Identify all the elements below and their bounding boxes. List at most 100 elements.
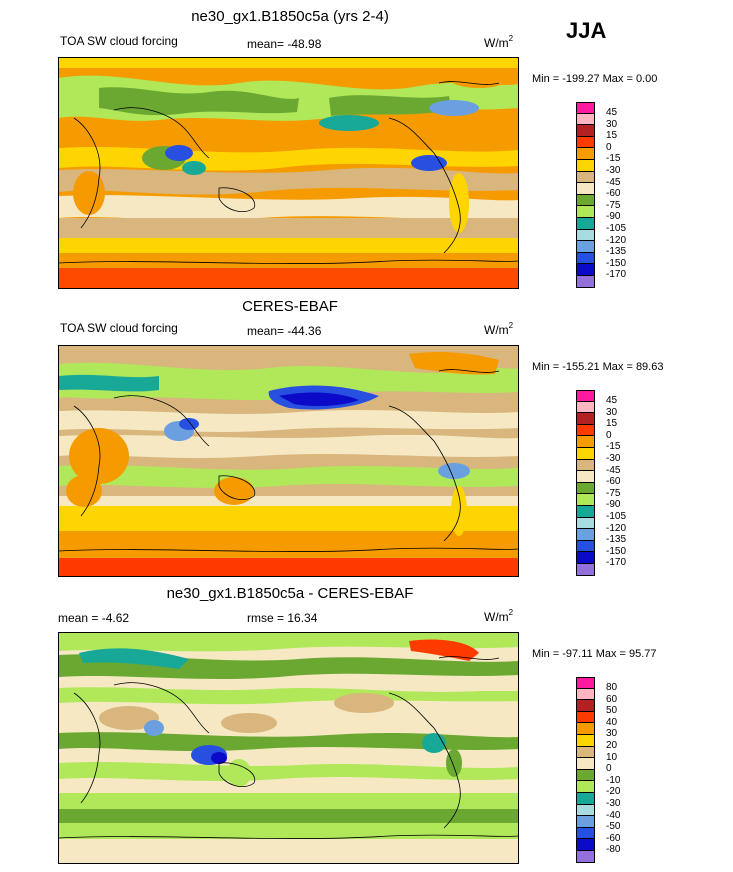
colorbar-label: 0 bbox=[606, 430, 612, 441]
panel2-map bbox=[58, 345, 519, 577]
colorbar-swatch bbox=[576, 206, 595, 218]
colorbar-label: -120 bbox=[606, 235, 627, 246]
panel2-units: W/m2 bbox=[484, 321, 514, 337]
colorbar-label: -80 bbox=[606, 844, 621, 855]
panel3-minmax: Min = -97.11 Max = 95.77 bbox=[532, 648, 657, 660]
colorbar-label: -10 bbox=[606, 775, 621, 786]
colorbar-label: -105 bbox=[606, 223, 627, 234]
colorbar-label: -60 bbox=[606, 188, 621, 199]
colorbar-swatch bbox=[576, 711, 595, 724]
colorbar-label: -150 bbox=[606, 546, 627, 557]
colorbar-swatch bbox=[576, 148, 595, 160]
colorbar-label: -105 bbox=[606, 511, 627, 522]
colorbar-swatch bbox=[576, 781, 595, 793]
colorbar-swatch bbox=[576, 529, 595, 541]
colorbar-swatch bbox=[576, 264, 595, 276]
colorbar-swatch bbox=[576, 252, 595, 265]
panel3-map bbox=[58, 632, 519, 864]
colorbar-label: 80 bbox=[606, 682, 618, 693]
colorbar-swatch bbox=[576, 723, 595, 735]
colorbar-label: 20 bbox=[606, 740, 618, 751]
colorbar-swatch bbox=[576, 482, 595, 495]
colorbar-swatch bbox=[576, 700, 595, 712]
colorbar-label: 15 bbox=[606, 130, 618, 141]
colorbar-label: 40 bbox=[606, 717, 618, 728]
colorbar-swatch bbox=[576, 758, 595, 770]
colorbar-swatch bbox=[576, 850, 595, 863]
colorbar-label: -120 bbox=[606, 523, 627, 534]
colorbar-label: 30 bbox=[606, 119, 618, 130]
panel2-title: CERES-EBAF bbox=[242, 298, 338, 315]
panel2-minmax: Min = -155.21 Max = 89.63 bbox=[532, 361, 664, 373]
panel1-mean-label: mean= -48.98 bbox=[247, 37, 322, 51]
colorbar-swatch bbox=[576, 804, 595, 817]
panel3-mean-label: mean = -4.62 bbox=[58, 611, 130, 625]
colorbar-label: 0 bbox=[606, 142, 612, 153]
colorbar-swatch bbox=[576, 792, 595, 805]
colorbar-swatch bbox=[576, 471, 595, 483]
colorbar-label: -170 bbox=[606, 557, 627, 568]
colorbar-swatch bbox=[576, 401, 595, 414]
colorbar-label: -90 bbox=[606, 499, 621, 510]
colorbar-swatch bbox=[576, 505, 595, 518]
panel3-colorbar: 80 60 50 40 30 20 10 0 -10 -20 -30 -40 -… bbox=[576, 677, 620, 863]
colorbar-swatch bbox=[576, 517, 595, 530]
panel2-variable-label: TOA SW cloud forcing bbox=[60, 321, 178, 335]
colorbar-label: -60 bbox=[606, 476, 621, 487]
colorbar-label: 0 bbox=[606, 763, 612, 774]
colorbar-swatch bbox=[576, 563, 595, 576]
panel2-map-svg bbox=[59, 346, 518, 576]
colorbar-swatch bbox=[576, 494, 595, 506]
colorbar-label: -150 bbox=[606, 258, 627, 269]
panel1-map-svg bbox=[59, 58, 518, 288]
colorbar-label: -50 bbox=[606, 821, 621, 832]
colorbar-swatch bbox=[576, 839, 595, 851]
colorbar-label: 50 bbox=[606, 705, 618, 716]
colorbar-swatch bbox=[576, 136, 595, 149]
colorbar-label: 45 bbox=[606, 395, 618, 406]
colorbar-label: -30 bbox=[606, 165, 621, 176]
colorbar-label: -40 bbox=[606, 810, 621, 821]
panel1-colorbar: 45 30 15 0 -15 -30 -45 -60 -75 -90 -105 … bbox=[576, 102, 626, 288]
colorbar-swatch bbox=[576, 424, 595, 437]
colorbar-swatch bbox=[576, 194, 595, 207]
colorbar-swatch bbox=[576, 102, 595, 114]
colorbar-label: -75 bbox=[606, 488, 621, 499]
panel1-title: ne30_gx1.B1850c5a (yrs 2-4) bbox=[191, 8, 389, 25]
colorbar-swatch bbox=[576, 171, 595, 184]
colorbar-swatch bbox=[576, 677, 595, 689]
colorbar-swatch bbox=[576, 816, 595, 828]
panel1-variable-label: TOA SW cloud forcing bbox=[60, 34, 178, 48]
panel1-map bbox=[58, 57, 519, 289]
colorbar-swatch bbox=[576, 413, 595, 425]
colorbar-swatch bbox=[576, 734, 595, 747]
panel3-map-svg bbox=[59, 633, 518, 863]
colorbar-label: 60 bbox=[606, 694, 618, 705]
colorbar-swatch bbox=[576, 125, 595, 137]
colorbar-label: -75 bbox=[606, 200, 621, 211]
panel1-units: W/m2 bbox=[484, 34, 514, 50]
colorbar-label: -15 bbox=[606, 153, 621, 164]
panel3-units: W/m2 bbox=[484, 608, 514, 624]
colorbar-swatch bbox=[576, 390, 595, 402]
colorbar-swatch bbox=[576, 827, 595, 840]
colorbar-swatch bbox=[576, 113, 595, 126]
colorbar-swatch bbox=[576, 183, 595, 195]
panel1-minmax: Min = -199.27 Max = 0.00 bbox=[532, 73, 658, 85]
colorbar-label: 30 bbox=[606, 407, 618, 418]
colorbar-label: -15 bbox=[606, 441, 621, 452]
colorbar-swatch bbox=[576, 769, 595, 782]
season-label: JJA bbox=[566, 18, 607, 43]
colorbar-swatch bbox=[576, 746, 595, 759]
colorbar-label: -20 bbox=[606, 786, 621, 797]
colorbar-swatch bbox=[576, 217, 595, 230]
colorbar-label: -45 bbox=[606, 465, 621, 476]
colorbar-swatch bbox=[576, 540, 595, 553]
colorbar-label: -135 bbox=[606, 246, 627, 257]
colorbar-swatch bbox=[576, 688, 595, 701]
panel2-colorbar: 45 30 15 0 -15 -30 -45 -60 -75 -90 -105 … bbox=[576, 390, 626, 576]
colorbar-swatch bbox=[576, 447, 595, 460]
panel3-rmse-label: rmse = 16.34 bbox=[247, 611, 318, 625]
colorbar-swatch bbox=[576, 552, 595, 564]
colorbar-swatch bbox=[576, 159, 595, 172]
